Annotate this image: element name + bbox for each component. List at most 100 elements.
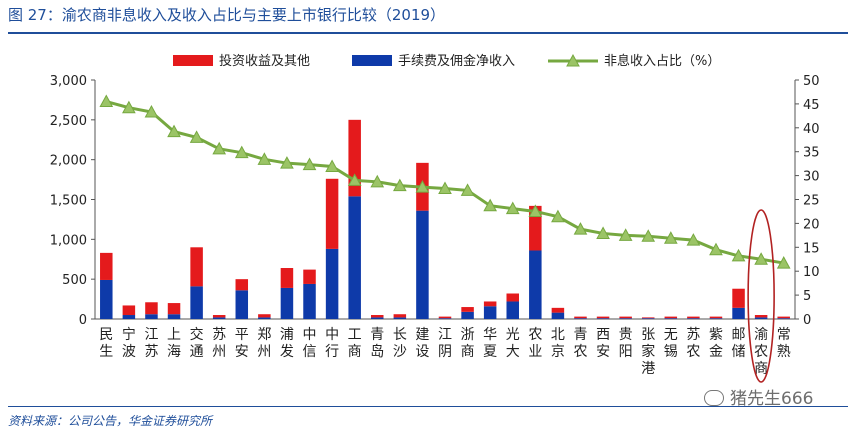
category-label: 宁波 xyxy=(122,326,136,360)
ratio-marker xyxy=(415,180,430,193)
category-label: 渝农商 xyxy=(754,327,768,377)
bar-investment xyxy=(371,315,384,318)
category-label: 上海 xyxy=(167,327,181,360)
category-label: 中信 xyxy=(303,327,317,360)
bar-fee xyxy=(393,317,407,319)
bar-fee xyxy=(371,317,384,319)
y-left-tick-label: 2,000 xyxy=(50,154,87,169)
y-left-tick-label: 1,000 xyxy=(50,233,87,248)
legend-label-fee: 手续费及佣金净收入 xyxy=(398,53,515,69)
ratio-marker xyxy=(505,201,520,215)
category-label: 张家港 xyxy=(641,327,655,377)
category-label: 青农 xyxy=(573,327,587,360)
ratio-marker xyxy=(189,130,204,143)
ratio-marker xyxy=(709,242,723,256)
category-label: 苏州 xyxy=(212,327,226,360)
bar-fee xyxy=(709,318,723,319)
bar-fee xyxy=(461,311,474,319)
bar-fee xyxy=(100,279,113,319)
ratio-marker xyxy=(280,156,294,169)
bar-fee xyxy=(732,307,745,319)
category-label: 青岛 xyxy=(370,327,384,360)
source-note: 资料来源：公司公告，华金证券研究所 xyxy=(8,414,213,428)
ratio-marker xyxy=(618,228,633,241)
bar-fee xyxy=(122,315,136,319)
bar-fee xyxy=(641,318,655,319)
ratio-marker xyxy=(347,173,362,186)
category-label: 华夏 xyxy=(483,327,497,360)
category-label: 郑州 xyxy=(257,327,271,360)
category-label: 建设 xyxy=(415,327,429,360)
category-label: 西安 xyxy=(596,327,610,360)
category-label: 浦发 xyxy=(280,327,294,360)
bar-investment xyxy=(664,316,678,319)
bar-investment xyxy=(596,316,610,319)
y-right-tick-label: 45 xyxy=(803,98,820,113)
bar-fee xyxy=(280,287,294,319)
y-right-tick-label: 50 xyxy=(803,74,820,89)
y-right-tick-label: 40 xyxy=(803,122,820,137)
bar-fee xyxy=(687,318,700,319)
ratio-marker xyxy=(302,157,317,171)
bar-investment xyxy=(574,316,587,319)
bar-investment xyxy=(754,315,768,318)
bar-fee xyxy=(212,317,226,319)
bar-fee xyxy=(235,290,249,319)
y-right-tick-label: 10 xyxy=(803,265,820,280)
y-left-tick-label: 0 xyxy=(79,313,87,328)
ratio-marker xyxy=(438,181,452,195)
ratio-marker xyxy=(122,100,136,114)
watermark-text: 猪先生666 xyxy=(730,389,814,409)
category-label: 交通 xyxy=(190,326,204,360)
bar-investment xyxy=(506,293,519,302)
ratio-marker xyxy=(370,174,385,188)
ratio-marker xyxy=(528,204,543,217)
ratio-marker xyxy=(641,229,656,242)
bar-fee xyxy=(348,196,361,319)
category-label: 民生 xyxy=(99,327,113,360)
bar-fee xyxy=(258,317,271,319)
bar-investment xyxy=(709,316,723,319)
category-label: 光大 xyxy=(506,327,520,360)
bar-fee xyxy=(303,283,316,319)
bar-investment xyxy=(687,316,700,319)
y-left-tick-label: 1,500 xyxy=(50,194,87,209)
category-label: 农业 xyxy=(528,327,542,360)
bar-investment xyxy=(551,307,565,313)
y-right-tick-label: 20 xyxy=(803,217,820,232)
bar-investment xyxy=(483,301,497,307)
y-right-tick-label: 0 xyxy=(803,313,811,328)
y-right-tick-label: 35 xyxy=(803,146,820,161)
ratio-marker xyxy=(754,252,768,265)
bar-fee xyxy=(416,210,429,319)
y-left-tick-label: 500 xyxy=(62,273,87,288)
watermark: 猪先生666 xyxy=(704,384,813,409)
bar-fee xyxy=(596,318,610,319)
ratio-marker xyxy=(731,248,746,262)
bar-investment xyxy=(325,178,339,249)
bar-investment xyxy=(619,316,632,319)
bar-investment xyxy=(145,302,158,315)
wechat-icon xyxy=(704,390,724,406)
ratio-marker xyxy=(776,256,791,269)
legend-swatch-investment xyxy=(173,55,213,66)
bar-fee xyxy=(190,286,203,319)
bar-investment xyxy=(190,247,203,287)
bar-fee xyxy=(325,248,339,319)
ratio-marker xyxy=(596,226,610,239)
y-left-tick-label: 3,000 xyxy=(50,74,87,89)
y-right-tick-label: 30 xyxy=(803,170,820,185)
category-label: 工商 xyxy=(348,327,362,360)
legend-label-ratio: 非息收入占比（%） xyxy=(604,53,720,69)
bar-investment xyxy=(258,314,271,318)
ratio-marker xyxy=(551,209,565,223)
category-label: 平安 xyxy=(235,327,249,360)
category-label: 江阴 xyxy=(438,327,452,360)
ratio-marker xyxy=(663,231,678,244)
ratio-marker xyxy=(99,94,114,108)
ratio-marker xyxy=(686,233,701,246)
bar-fee xyxy=(438,318,452,319)
legend-swatch-fee xyxy=(352,55,392,66)
category-label: 紫金 xyxy=(709,327,723,360)
bar-investment xyxy=(777,316,790,319)
